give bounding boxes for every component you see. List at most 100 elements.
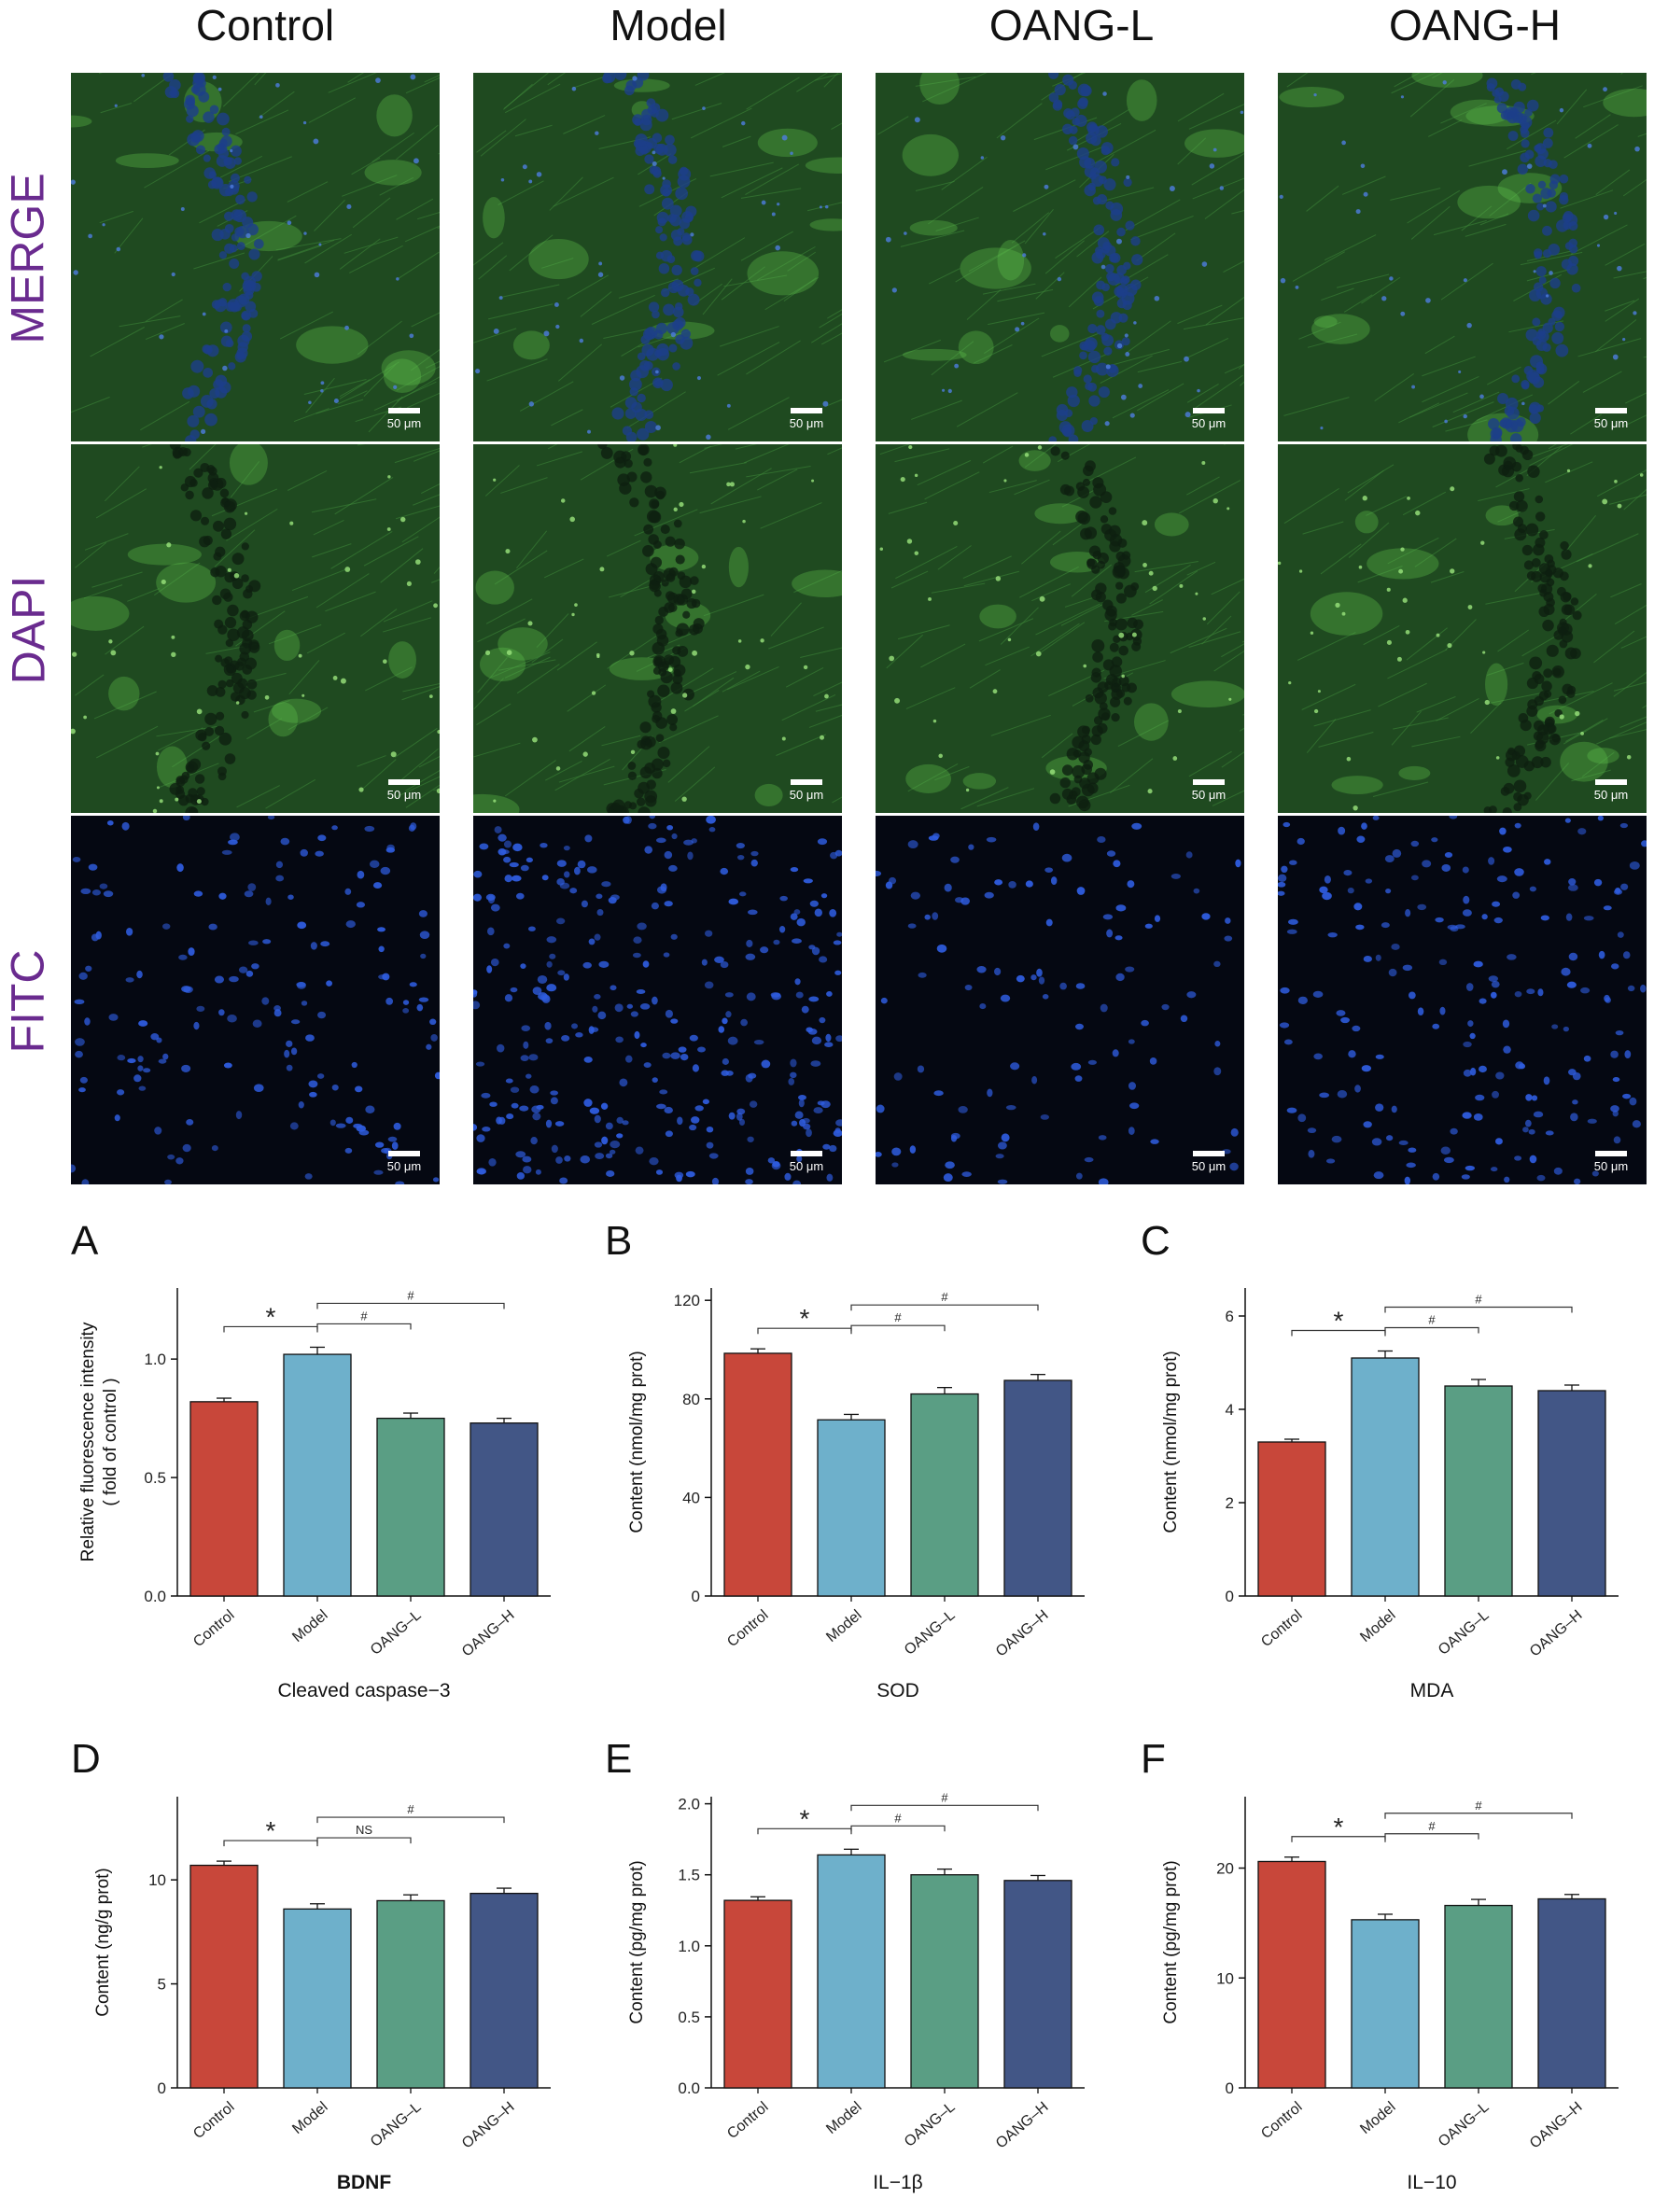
panel-letter-d: D — [71, 1736, 101, 1782]
y-axis-label: Content (nmol/mg prot) — [1161, 1351, 1181, 1533]
x-tick-label: Model — [823, 1607, 864, 1645]
significance-bracket — [850, 1324, 946, 1332]
significance-bracket — [316, 1323, 412, 1330]
y-tick-label: 5 — [158, 1976, 166, 1994]
y-tick-label: 2 — [1226, 1494, 1234, 1512]
y-tick-label: 0.5 — [678, 2009, 700, 2026]
y-tick-label: 6 — [1226, 1308, 1234, 1325]
micrograph-fitc-0: 50 μm — [71, 816, 440, 1184]
x-axis-label: Cleaved caspase−3 — [277, 1680, 450, 1701]
bar-1 — [283, 1908, 352, 2089]
column-title-oang-l: OANG-L — [988, 1, 1155, 49]
scale-bar-line — [388, 408, 420, 413]
x-tick-label: Control — [724, 2099, 771, 2142]
significance-bracket — [1291, 1836, 1386, 1842]
scale-bar-label: 50 μm — [789, 1159, 824, 1173]
scale-bar: 50 μm — [378, 779, 430, 802]
row-label-fitc: FITC — [0, 816, 56, 1187]
micrograph-dapi-0: 50 μm — [71, 444, 440, 813]
micrograph-merge-0: 50 μm — [71, 73, 440, 441]
chart-il-10: 0 10 20 Control Model OANG–L OANG–H * # # Content … — [1161, 1797, 1619, 2193]
scale-bar-line — [1595, 408, 1627, 413]
significance-bracket — [316, 1816, 505, 1824]
scale-bar: 50 μm — [780, 779, 833, 802]
scale-bar-label: 50 μm — [1191, 416, 1226, 430]
significance-label: # — [941, 1290, 948, 1304]
y-tick-label: 0 — [1226, 1588, 1234, 1605]
bar-3 — [470, 1892, 539, 2089]
significance-bracket — [1384, 1326, 1479, 1334]
row-label-merge-text: MERGE — [2, 173, 55, 344]
scale-bar-line — [791, 408, 822, 413]
scale-bar-label: 50 μm — [386, 1159, 422, 1173]
x-tick-label: OANG–L — [368, 2099, 425, 2150]
bar-3 — [1003, 1379, 1072, 1597]
chart-cleaved-caspase-3: 0.0 0.5 1.0 Control Model OANG–L OANG–H * # # Rela… — [78, 1288, 551, 1701]
scale-bar-line — [791, 779, 822, 785]
y-tick-label: 0.5 — [144, 1469, 166, 1487]
scale-bar-line — [1193, 408, 1225, 413]
y-tick-label: 10 — [148, 1871, 166, 1889]
bar-3 — [470, 1422, 539, 1597]
scale-bar-label: 50 μm — [789, 416, 824, 430]
bar-3 — [1537, 1897, 1606, 2089]
row-label-fitc-text: FITC — [2, 949, 54, 1054]
bar-2 — [910, 1393, 979, 1597]
scale-bar: 50 μm — [780, 408, 833, 430]
micrograph-dapi-1: 50 μm — [473, 444, 842, 813]
panel-letter-e: E — [605, 1736, 633, 1782]
y-tick-label: 4 — [1226, 1401, 1234, 1419]
bar-2 — [376, 1899, 445, 2089]
x-axis-label: SOD — [876, 1680, 919, 1701]
significance-label: # — [1428, 1313, 1436, 1327]
scale-bar: 50 μm — [1183, 408, 1235, 430]
bar-1 — [817, 1419, 886, 1597]
significance-bracket — [1384, 1306, 1573, 1313]
row-label-merge: MERGE — [0, 73, 56, 444]
bar-0 — [189, 1864, 259, 2089]
x-tick-label: OANG–L — [902, 1607, 959, 1659]
scale-bar-label: 50 μm — [1593, 1159, 1629, 1173]
significance-label: # — [894, 1811, 902, 1825]
significance-label: # — [407, 1288, 414, 1302]
x-tick-label: Model — [823, 2099, 864, 2137]
significance-label: NS — [356, 1823, 372, 1837]
micrograph-merge-1: 50 μm — [473, 73, 842, 441]
y-axis-label: Content (pg/mg prot) — [1161, 1860, 1181, 2023]
micrograph-fitc-1: 50 μm — [473, 816, 842, 1184]
x-axis-label: MDA — [1410, 1680, 1454, 1701]
micrograph-fitc-3: 50 μm — [1278, 816, 1647, 1184]
y-tick-label: 120 — [674, 1292, 700, 1309]
significance-label: * — [800, 1804, 810, 1833]
significance-label: * — [800, 1304, 810, 1333]
bar-0 — [189, 1401, 259, 1597]
x-tick-label: OANG–H — [459, 2099, 518, 2151]
x-tick-label: OANG–H — [993, 2099, 1052, 2151]
y-axis-label: Content (ng/g prot) — [93, 1868, 113, 2016]
bar-2 — [376, 1417, 445, 1597]
scale-bar-label: 50 μm — [386, 788, 422, 802]
x-tick-label: OANG–H — [993, 1607, 1052, 1659]
significance-bracket — [223, 1325, 318, 1333]
significance-bracket — [850, 1304, 1039, 1311]
y-tick-label: 80 — [682, 1391, 700, 1408]
y-axis-label-2: ( fold of control ) — [101, 1378, 120, 1505]
scale-bar-label: 50 μm — [1593, 788, 1629, 802]
bar-0 — [1257, 1860, 1326, 2089]
x-axis-label: IL−1β — [873, 2172, 923, 2193]
x-tick-label: Model — [289, 1607, 330, 1645]
y-tick-label: 1.5 — [678, 1867, 700, 1884]
y-tick-label: 2.0 — [678, 1796, 700, 1813]
micrograph-fitc-2: 50 μm — [876, 816, 1244, 1184]
x-tick-label: OANG–L — [1436, 1607, 1493, 1659]
y-axis-label: Content (pg/mg prot) — [627, 1860, 647, 2023]
scale-bar: 50 μm — [1183, 1151, 1235, 1173]
significance-label: * — [266, 1816, 276, 1845]
significance-bracket — [850, 1825, 946, 1832]
significance-label: # — [1428, 1819, 1436, 1833]
significance-label: * — [1334, 1813, 1344, 1841]
scale-bar-line — [1193, 779, 1225, 785]
scale-bar-line — [1193, 1151, 1225, 1156]
x-tick-label: OANG–H — [1527, 1607, 1586, 1659]
y-tick-label: 0.0 — [144, 1588, 166, 1605]
